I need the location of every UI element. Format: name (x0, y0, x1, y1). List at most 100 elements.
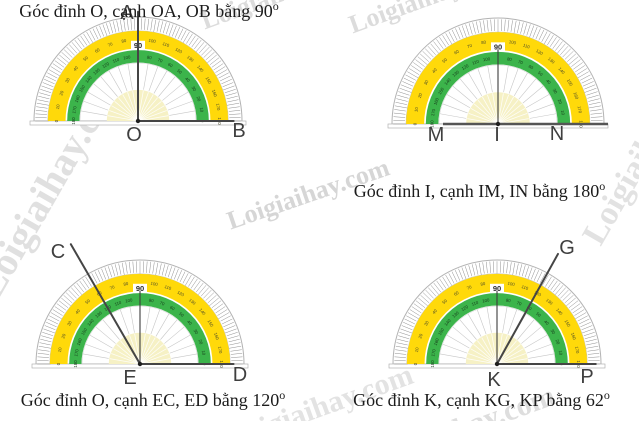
scale-number: 70 (517, 59, 524, 66)
scale-number: 120 (461, 63, 470, 71)
scale-number: 140 (557, 66, 566, 75)
scale-number: 100 (123, 54, 132, 60)
scale-number: 20 (58, 89, 65, 96)
scale-number: 150 (78, 84, 86, 93)
scale-number: 160 (213, 332, 220, 341)
scale-number: 30 (66, 319, 73, 326)
scale-number: 160 (570, 332, 577, 341)
degree-rays (81, 63, 195, 116)
angle-arm (496, 252, 560, 365)
scale-number: 150 (566, 78, 574, 87)
scale-number: 180 (430, 120, 435, 128)
scale-number: 160 (572, 91, 579, 100)
scale-number: 50 (176, 68, 183, 75)
scale-number: 80 (121, 38, 127, 44)
scale-number: 100 (150, 281, 159, 287)
scale-number: 60 (453, 48, 460, 55)
scale-number: 100 (508, 39, 517, 45)
scale-number: 60 (94, 47, 101, 54)
caption-text: Góc đỉnh I, cạnh IM, IN bằng 180 (353, 181, 600, 201)
scale-number: 10 (560, 110, 566, 116)
scale-number: 170 (73, 348, 79, 357)
scale-number: 80 (123, 281, 129, 287)
scale-number: 120 (176, 290, 185, 298)
figure-caption-4: Góc đỉnh K, cạnh KG, KP bằng 62o (324, 389, 639, 411)
scale-number: 60 (167, 62, 174, 69)
scale-number: 110 (162, 41, 171, 48)
scale-number: 110 (114, 300, 123, 307)
scale-number: 10 (413, 106, 419, 112)
degree-sup: o (603, 388, 610, 402)
scale-number: 100 (483, 56, 492, 62)
scale-number: 30 (193, 328, 200, 335)
scale-number: 20 (557, 98, 564, 105)
scale-number: 130 (186, 54, 195, 63)
outer-scale-band (49, 273, 231, 365)
scale-number: 140 (84, 75, 93, 84)
scale-number: 70 (159, 300, 166, 307)
point-label-M: M (428, 124, 445, 146)
scale-number: 170 (215, 103, 221, 112)
scale-number: 0 (54, 119, 59, 122)
scale-number: 40 (545, 78, 552, 85)
fan-rays (467, 92, 529, 125)
scale-number: 20 (417, 92, 424, 99)
scale-number: 70 (107, 41, 114, 48)
scale-number: 130 (188, 297, 197, 306)
scale-number: 40 (186, 319, 193, 326)
ninety-label-bg (490, 283, 504, 293)
caption-text: Góc đỉnh O, cạnh OA, OB bằng 90 (19, 1, 273, 21)
scale-number: 50 (178, 311, 185, 318)
scale-number: 160 (76, 337, 83, 346)
scale-number: 80 (146, 55, 152, 61)
scale-number: 170 (71, 105, 77, 114)
scale-number: 10 (199, 107, 205, 113)
scale-number: 150 (205, 76, 213, 85)
scale-number: 40 (184, 76, 191, 83)
scale-number: 10 (558, 350, 564, 356)
tick-ring-inner-edge (49, 273, 231, 365)
point-label-A: A (120, 2, 134, 24)
point-label-C: C (51, 241, 65, 263)
degree-sup: o (599, 179, 606, 193)
scale-number: 70 (516, 300, 523, 307)
scale-number: 40 (543, 319, 550, 326)
scale-number: 0 (413, 122, 418, 125)
scale-number: 160 (74, 94, 81, 103)
degree-sup: o (272, 0, 279, 13)
scale-number: 170 (217, 346, 223, 355)
tick-ring-inner-edge (406, 273, 588, 365)
scale-number: 70 (109, 284, 116, 291)
point-label-E: E (123, 367, 136, 389)
scale-number: 180 (73, 360, 78, 368)
scale-number: 110 (471, 58, 480, 65)
scale-number: 50 (82, 55, 89, 62)
ninety-label: 90 (136, 284, 144, 293)
point-label-K: K (487, 369, 501, 391)
scale-number: 140 (443, 77, 452, 86)
degree-sup: o (279, 388, 286, 402)
scale-number: 40 (431, 308, 438, 315)
scale-number: 180 (430, 360, 435, 368)
figure-caption-1: Góc đỉnh O, cạnh OA, OB bằng 90o (0, 0, 298, 22)
point-label-D: D (233, 364, 247, 386)
scale-number: 120 (460, 304, 469, 312)
ninety-label: 90 (493, 284, 501, 293)
scale-number: 100 (125, 297, 134, 303)
scale-number: 170 (430, 108, 436, 117)
angle-arm (69, 243, 141, 365)
scale-number: 20 (60, 332, 67, 339)
point-label-N: N (550, 123, 564, 145)
scale-number: 170 (577, 106, 583, 115)
vertex-dot (135, 118, 141, 124)
scale-number: 20 (417, 332, 424, 339)
ninety-label-bg (133, 283, 147, 293)
scale-number: 180 (71, 117, 76, 125)
scale-number: 20 (198, 339, 205, 346)
scale-number: 10 (414, 346, 420, 352)
degree-rays (439, 65, 557, 119)
scale-number: 170 (574, 346, 580, 355)
